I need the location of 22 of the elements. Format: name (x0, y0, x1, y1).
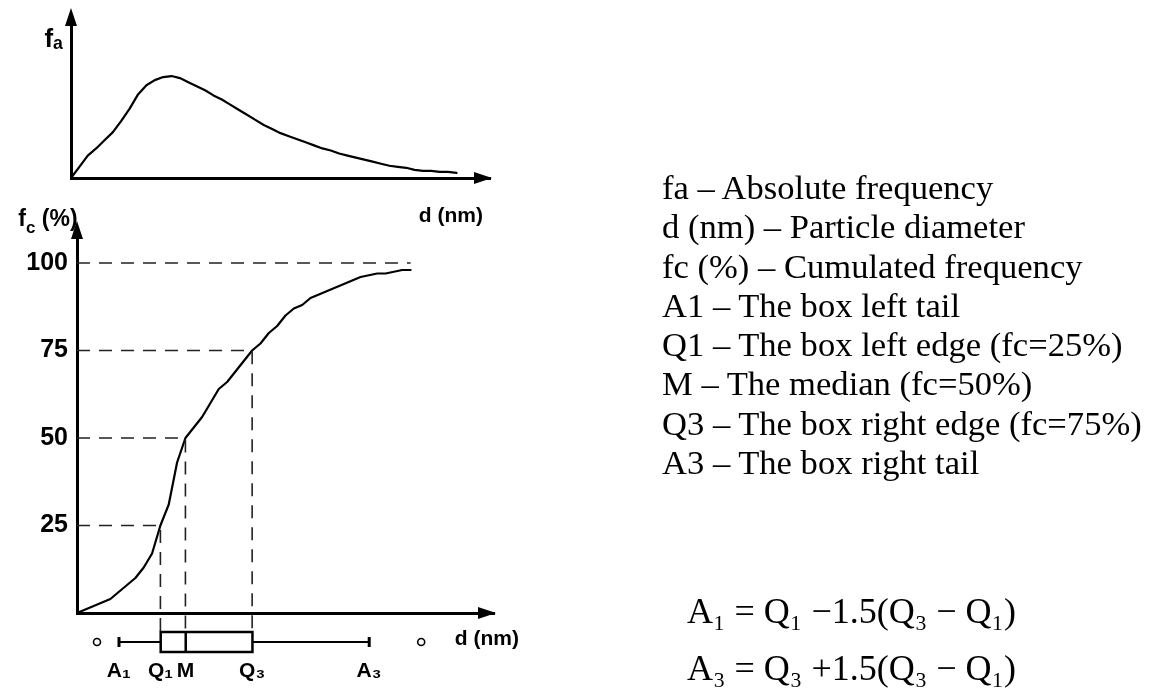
text: A1 – The box left tail (662, 285, 961, 326)
text: d (nm) – Particle diameter (662, 207, 1025, 247)
x-tick-label: M (176, 658, 195, 682)
x-tick-label: A₃ (356, 658, 382, 682)
text: M – The median (fc=50%) (662, 364, 1033, 404)
x-tick-label: Q₃ (239, 658, 266, 682)
x-tick-label: A₁ (106, 658, 131, 682)
y-tick-label: 75 (40, 334, 69, 363)
text: Q3 – The box right edge (fc=75%) (662, 403, 1142, 444)
y-tick-label: 100 (26, 246, 68, 275)
text: fa – Absolute frequency (662, 168, 994, 208)
y-tick-label: 25 (40, 509, 69, 538)
text: A₁ = Q₁ −1.5(Q₃ − Q₁) (687, 590, 1017, 633)
text: fc (%) – Cumulated frequency (662, 246, 1083, 286)
x-axis-title: d (nm) (454, 626, 520, 649)
x-axis-title: d (nm) (418, 203, 484, 226)
y-tick-label: 50 (40, 421, 68, 450)
x-tick-label: Q₁ (147, 658, 173, 682)
text: A₃ = Q₃ +1.5(Q₃ − Q₁) (687, 647, 1017, 688)
text: A3 – The box right tail (662, 443, 980, 483)
y-axis-title: fₐ (44, 23, 64, 53)
text: Q1 – The box left edge (fc=25%) (662, 325, 1123, 365)
